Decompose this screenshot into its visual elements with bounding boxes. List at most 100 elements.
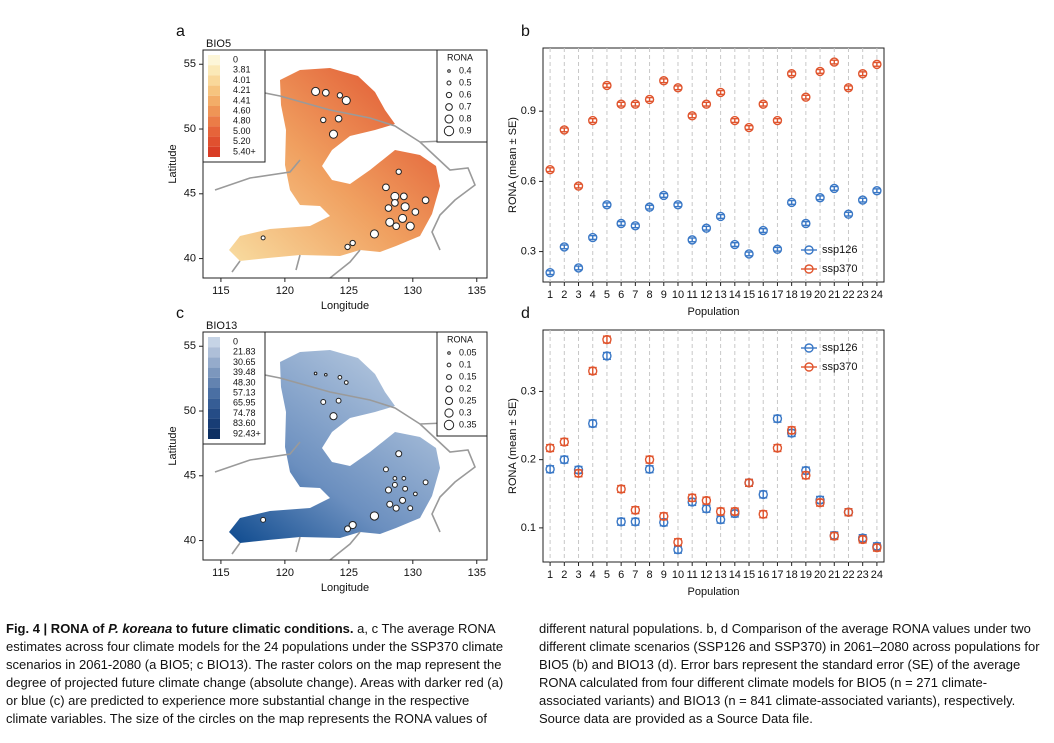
caption-species: P. koreana [108,621,173,636]
x-tick-label: 14 [729,569,741,581]
x-tick-label: 23 [857,569,869,581]
y-tick-label: 0.9 [521,105,536,117]
legend-label: 65.95 [233,398,256,408]
mean-marker [588,418,598,429]
legend-label: 4.21 [233,85,251,95]
mean-marker [616,517,626,527]
x-tick-label: 14 [729,289,741,301]
legend-swatch [208,126,220,137]
population-point [369,511,380,521]
size-legend-label: 0.8 [459,113,472,123]
mean-marker [588,232,598,243]
mean-marker [588,115,598,126]
population-point [349,239,356,247]
size-legend-marker [447,351,451,355]
caption-heading: Fig. 4 | RONA of P. koreana to future cl… [6,621,354,636]
mean-marker [687,235,697,245]
x-tick-label: 135 [468,285,486,297]
x-axis-label: Population [688,306,740,318]
x-tick-label: 8 [647,289,653,301]
y-axis-label: Latitude [167,426,179,465]
mean-marker [715,211,726,222]
mean-marker [630,99,641,109]
x-tick-label: 11 [686,569,697,581]
population-point [392,476,398,481]
x-tick-label: 19 [800,289,812,301]
legend-label: 92.43+ [233,428,261,438]
size-legend-marker [444,408,454,418]
x-tick-label: 130 [404,567,422,579]
mean-marker [786,197,797,208]
x-axis-label: Population [688,586,740,598]
population-point [260,516,267,523]
x-tick-label: 115 [212,285,230,297]
caption-body: a, c The average RONA estimates across f… [6,621,1040,726]
mean-marker [573,181,584,191]
legend-label: 0 [233,336,238,346]
mean-marker [843,83,854,93]
population-point [385,217,395,227]
mean-marker [559,454,570,465]
x-tick-label: 1 [547,289,553,301]
mean-marker [659,190,669,201]
size-legend-label: 0.35 [459,419,477,429]
size-legend-label: 0.6 [459,89,472,99]
legend-swatch [208,367,220,378]
x-tick-label: 15 [743,289,755,301]
mean-marker [602,200,612,210]
x-tick-label: 120 [276,285,294,297]
size-legend-label: 0.7 [459,101,472,111]
size-legend-box [436,49,488,143]
legend-swatch [208,146,220,157]
x-tick-label: 12 [700,289,712,301]
mean-marker [630,221,641,231]
size-legend-marker [446,80,452,86]
x-tick-label: 4 [590,289,596,301]
legend-swatch [208,55,220,66]
population-point [329,412,338,421]
mean-marker [744,122,754,133]
y-axis-label: RONA (mean ± SE) [507,117,519,213]
mean-marker [715,87,726,98]
population-point [401,476,407,481]
y-tick-label: 55 [184,340,196,352]
legend-swatch [208,357,220,368]
mean-marker [786,69,797,79]
mean-marker [687,493,697,503]
size-legend-label: 0.5 [459,77,472,87]
legend-label: 5.20 [233,136,251,146]
x-tick-label: 8 [647,569,653,581]
mean-marker [815,497,825,508]
size-legend-box [436,331,488,437]
plot-frame [202,49,488,279]
legend-label: 30.65 [233,357,256,367]
mean-marker [829,57,839,67]
mean-marker [673,83,683,93]
mean-marker [588,366,598,376]
mean-marker [659,76,669,86]
legend-swatch [208,388,220,399]
y-tick-label: 50 [184,405,196,417]
x-tick-label: 7 [632,289,638,301]
plot-frame [202,331,488,561]
x-tick-label: 3 [575,289,581,301]
population-point [344,243,351,251]
population-point [405,221,415,231]
legend-label: 39.48 [233,367,256,377]
size-legend-label: 0.15 [459,371,477,381]
size-legend-marker [445,91,453,99]
population-point [313,371,318,376]
y-tick-label: 50 [184,123,196,135]
legend-swatch [208,85,220,96]
caption-heading-part: Fig. 4 | RONA of [6,621,109,636]
x-tick-label: 18 [786,289,798,301]
mean-marker [545,443,555,453]
mean-marker [801,470,811,481]
population-point [334,114,343,123]
population-point [392,222,401,231]
x-tick-label: 20 [814,289,826,301]
x-tick-label: 19 [800,569,812,581]
mean-marker [687,111,697,121]
panel-label: b [521,23,530,40]
